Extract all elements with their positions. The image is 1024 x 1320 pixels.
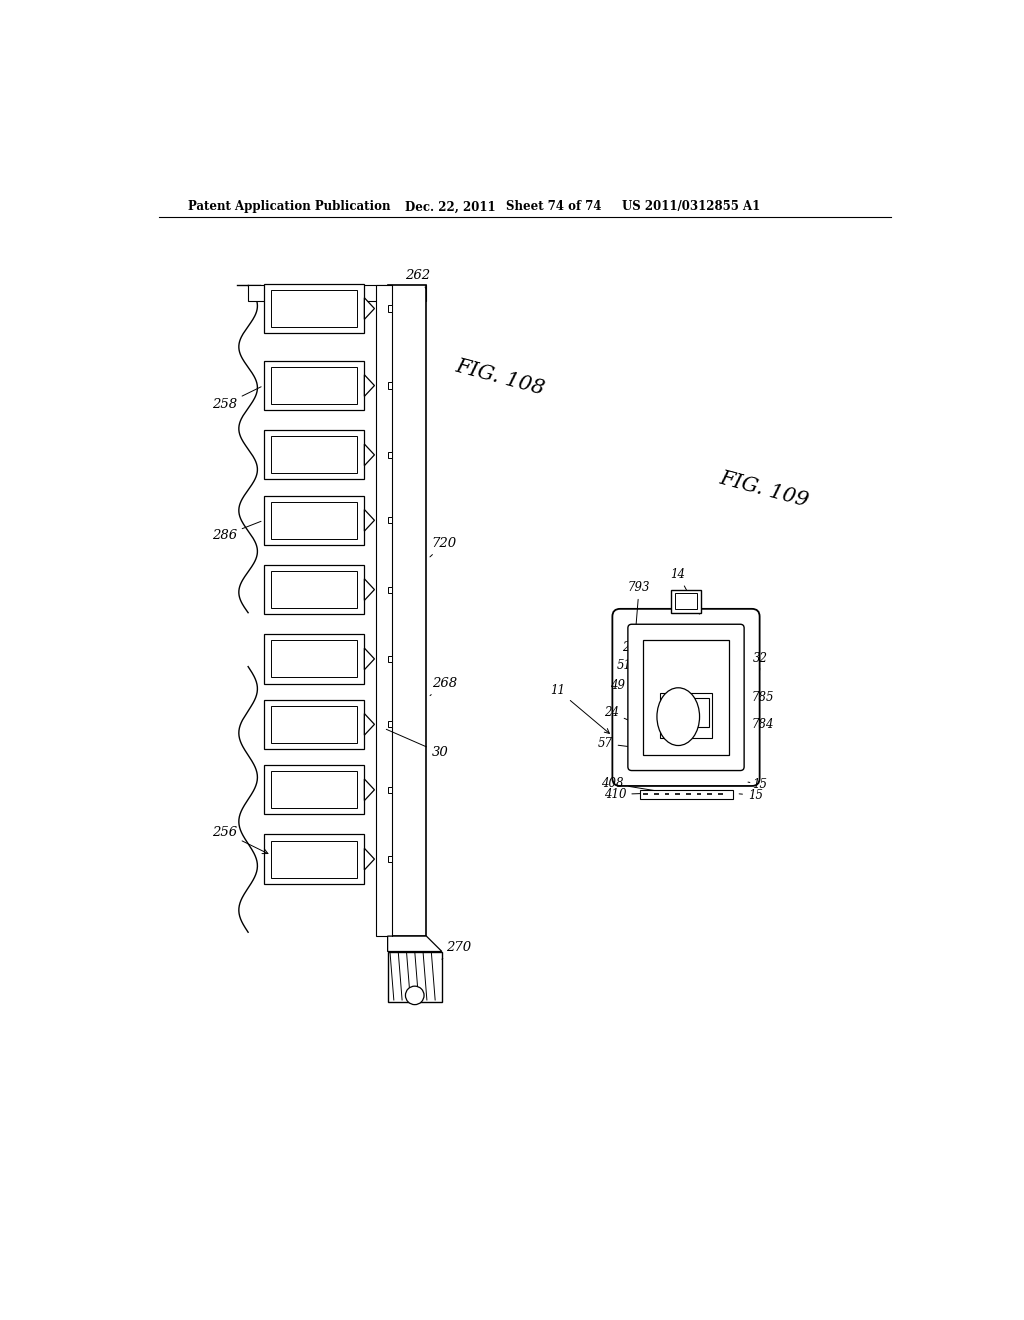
Bar [388, 285, 426, 936]
Bar [263, 430, 365, 479]
Text: Patent Application Publication: Patent Application Publication [188, 201, 391, 214]
Bar [388, 952, 442, 1002]
Bar [640, 789, 732, 799]
Text: 408: 408 [601, 777, 676, 793]
Text: 30: 30 [386, 730, 449, 759]
Bar [388, 517, 391, 524]
Bar [263, 700, 365, 748]
Polygon shape [365, 648, 375, 669]
Bar [388, 451, 391, 458]
Text: 15: 15 [739, 788, 763, 801]
Text: 286: 286 [212, 521, 261, 543]
Text: 793: 793 [628, 581, 650, 627]
Text: 15: 15 [748, 777, 768, 791]
Bar [271, 367, 356, 404]
Bar [263, 360, 365, 411]
Text: 51: 51 [616, 659, 645, 684]
Bar [672, 590, 700, 612]
Bar [376, 285, 391, 936]
Polygon shape [365, 579, 375, 601]
Bar [388, 656, 391, 663]
Bar [271, 437, 356, 474]
Bar [686, 698, 709, 726]
Text: 258: 258 [212, 387, 261, 412]
Bar [388, 586, 391, 593]
Bar [388, 383, 391, 388]
Bar [271, 841, 356, 878]
FancyBboxPatch shape [612, 609, 760, 785]
Polygon shape [365, 375, 375, 396]
Bar [388, 721, 391, 727]
Polygon shape [365, 298, 375, 319]
Polygon shape [365, 444, 375, 466]
Text: 11: 11 [550, 684, 609, 734]
Text: 32: 32 [753, 652, 768, 671]
Bar [271, 706, 356, 743]
Text: FIG. 108: FIG. 108 [454, 356, 547, 399]
Polygon shape [388, 936, 442, 952]
Ellipse shape [657, 688, 699, 746]
Text: 22: 22 [623, 640, 642, 664]
Bar [263, 635, 365, 684]
Text: 14: 14 [671, 568, 699, 614]
Bar [388, 857, 391, 862]
Text: 49: 49 [610, 680, 645, 708]
Text: 262: 262 [406, 269, 430, 289]
Text: US 2011/0312855 A1: US 2011/0312855 A1 [623, 201, 761, 214]
Bar [271, 640, 356, 677]
Text: 784: 784 [751, 718, 773, 731]
Bar [660, 693, 712, 738]
Text: 57: 57 [598, 737, 633, 750]
Polygon shape [365, 779, 375, 800]
Polygon shape [365, 849, 375, 870]
Bar [263, 565, 365, 614]
Bar [263, 496, 365, 545]
Bar [271, 290, 356, 327]
Bar [263, 284, 365, 333]
Bar [675, 594, 697, 609]
Text: 785: 785 [751, 690, 773, 704]
Text: Sheet 74 of 74: Sheet 74 of 74 [506, 201, 602, 214]
Text: 270: 270 [442, 941, 471, 960]
Text: 256: 256 [212, 825, 268, 854]
Text: Dec. 22, 2011: Dec. 22, 2011 [406, 201, 496, 214]
Bar [643, 640, 729, 755]
FancyBboxPatch shape [628, 624, 744, 771]
Circle shape [406, 986, 424, 1005]
Text: 720: 720 [430, 537, 457, 557]
Polygon shape [365, 510, 375, 531]
Text: 268: 268 [430, 677, 457, 696]
Bar [263, 834, 365, 884]
Bar [263, 766, 365, 814]
Text: 410: 410 [604, 788, 683, 801]
Polygon shape [365, 714, 375, 735]
Bar [271, 572, 356, 609]
Text: FIG. 109: FIG. 109 [717, 469, 810, 511]
Bar [248, 285, 426, 301]
Bar [271, 771, 356, 808]
Text: 24: 24 [604, 706, 645, 727]
Bar [388, 787, 391, 793]
Bar [271, 502, 356, 539]
Bar [388, 305, 391, 312]
